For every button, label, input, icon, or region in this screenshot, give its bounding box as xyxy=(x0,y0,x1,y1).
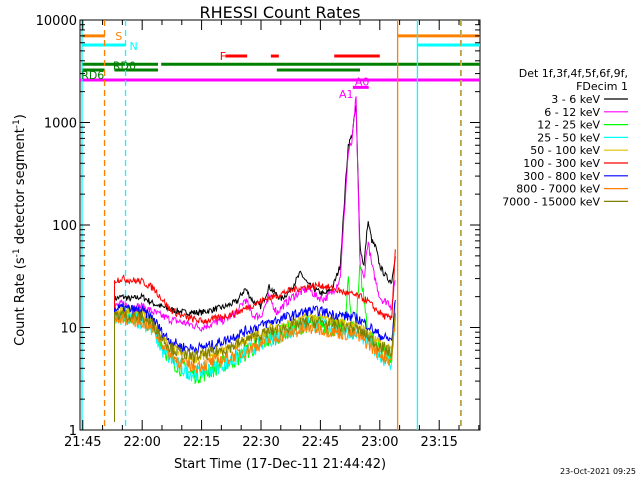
plot-frame xyxy=(79,19,481,431)
legend-entry-label: 6 - 12 keV xyxy=(544,106,600,119)
footer-date: 23-Oct-2021 09:25 xyxy=(560,467,636,476)
series-line xyxy=(114,299,396,422)
series-line xyxy=(114,96,396,422)
axis-ticks: 21:45 22:00 22:15 22:30 22:45 23:00 23:15 1 10 10… xyxy=(36,14,480,450)
x-tick-label: 21:45 xyxy=(64,435,101,450)
x-tick-label: 23:15 xyxy=(420,435,457,450)
legend-entry-label: 800 - 7000 keV xyxy=(516,183,600,196)
legend-entry-label: 7000 - 15000 keV xyxy=(502,195,600,208)
y-axis-label: Count Rate (s-1 detector segment-1) xyxy=(12,114,28,346)
state-annotation: RD0 xyxy=(113,59,136,72)
x-axis-label: Start Time (17-Dec-11 21:44:42) xyxy=(174,457,386,472)
instrument-state-bars xyxy=(80,34,480,89)
series-line xyxy=(114,301,396,422)
axes-frame xyxy=(79,19,481,431)
y-tick-label: 1000 xyxy=(44,117,77,132)
y-tick-label: 10 xyxy=(60,322,77,337)
series-line xyxy=(114,249,396,422)
state-annotation: N xyxy=(130,40,138,53)
state-annotation: F xyxy=(220,50,226,63)
legend-header-line-2: FDecim 1 xyxy=(576,80,628,93)
legend-entry-label: 50 - 100 keV xyxy=(530,144,600,157)
x-tick-label: 22:30 xyxy=(242,435,279,450)
legend-entry-label: 3 - 6 keV xyxy=(551,93,600,106)
y-tick-label: 100 xyxy=(52,219,77,234)
legend-entry-label: 300 - 800 keV xyxy=(523,170,600,183)
x-tick-label: 22:45 xyxy=(302,435,339,450)
chart-title: RHESSI Count Rates xyxy=(200,3,361,22)
state-annotation: A1 xyxy=(339,88,354,101)
x-tick-label: 23:00 xyxy=(361,435,398,450)
series-line xyxy=(114,105,396,422)
x-tick-label: 22:15 xyxy=(183,435,220,450)
legend-entry-label: 25 - 50 keV xyxy=(537,131,600,144)
x-tick-label: 22:00 xyxy=(123,435,160,450)
legend: Det 1f,3f,4f,5f,6f,9f, FDecim 1 3 - 6 ke… xyxy=(502,67,628,208)
legend-header-line-1: Det 1f,3f,4f,5f,6f,9f, xyxy=(519,67,628,80)
legend-entry-label: 12 - 25 keV xyxy=(537,119,600,132)
y-tick-label: 10000 xyxy=(36,14,77,29)
state-annotation: S xyxy=(115,30,122,43)
y-tick-label: 1 xyxy=(69,424,77,439)
vertical-markers xyxy=(81,20,463,430)
legend-entry-label: 100 - 300 keV xyxy=(523,157,600,170)
state-annotation: A0 xyxy=(355,76,370,89)
state-annotation: RD6 xyxy=(81,69,104,82)
series-line xyxy=(114,309,396,422)
series-lines xyxy=(114,96,396,422)
